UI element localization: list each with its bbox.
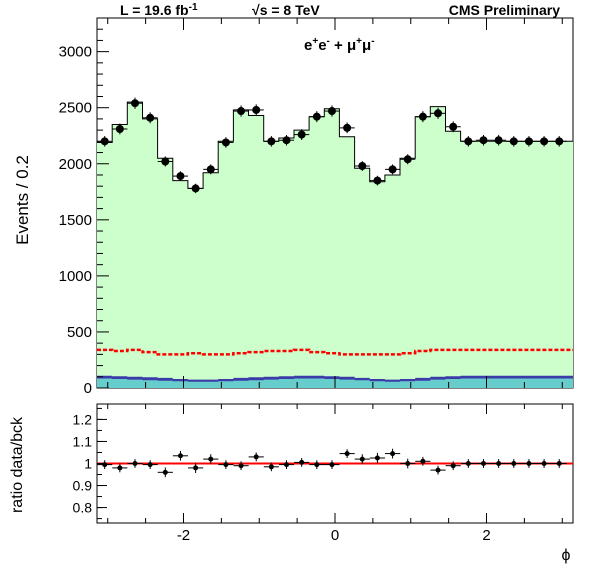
data-point [555, 137, 564, 146]
data-point [524, 137, 533, 146]
ratio-point [496, 461, 502, 466]
data-point [479, 136, 488, 145]
main-panel: 0 500 1000 1500 2000 2500 3000 Events / 0.2 L … [13, 2, 574, 397]
background-outline-green [97, 101, 573, 189]
ratio-point [390, 451, 396, 457]
ratio-point [238, 463, 244, 469]
ratio-point [435, 467, 441, 473]
data-point [403, 155, 412, 164]
y-tick-label: 1500 [59, 212, 92, 229]
ratio-point [541, 461, 547, 466]
ratio-point [208, 456, 214, 462]
data-point [297, 130, 306, 139]
ratio-point [556, 461, 562, 466]
x-tick-label: -2 [177, 527, 190, 544]
data-point [509, 137, 518, 146]
ratio-point [405, 461, 411, 466]
ratio-y-tick-label: 1 [84, 456, 92, 472]
data-point [540, 137, 549, 146]
experiment-label: CMS Preliminary [449, 2, 560, 18]
data-point [206, 165, 215, 174]
data-point [131, 99, 139, 108]
main-data-points [97, 97, 567, 194]
ratio-point [253, 454, 259, 460]
luminosity-label: L = 19.6 fb-1 [120, 2, 198, 18]
ratio-point [223, 462, 229, 468]
data-point [343, 123, 352, 132]
y-tick-label: 3000 [59, 44, 92, 61]
ratio-y-tick-label: 0.8 [73, 500, 93, 516]
data-point [358, 162, 367, 170]
x-tick-label: 0 [331, 527, 339, 544]
data-point [312, 112, 321, 121]
ratio-axes: 0.8 0.9 1 1.1 1.2 -2 0 2 [73, 404, 563, 544]
ratio-point [329, 462, 335, 468]
ratio-data-points [97, 448, 567, 478]
data-point [282, 136, 291, 145]
ratio-point [268, 464, 274, 470]
main-axes: 0 500 1000 1500 2000 2500 3000 [59, 18, 563, 397]
data-point [237, 107, 246, 116]
ratio-point [420, 458, 426, 464]
ratio-point [299, 459, 305, 465]
ratio-y-tick-label: 1.1 [73, 433, 93, 449]
data-point [176, 172, 185, 181]
data-point [373, 176, 382, 185]
main-series-layer [97, 101, 573, 388]
ratio-point [193, 465, 199, 471]
ratio-point [132, 461, 138, 466]
ratio-point [465, 461, 471, 466]
ratio-panel: 0.8 0.9 1 1.1 1.2 -2 0 2 ratio data/bck ϕ [9, 403, 574, 564]
data-point [434, 109, 443, 118]
data-point [418, 112, 427, 121]
ratio-y-axis-label: ratio data/bck [9, 416, 26, 513]
ratio-point [359, 456, 365, 462]
x-axis-label: ϕ [562, 547, 571, 564]
y-tick-label: 2500 [59, 100, 92, 117]
data-point [191, 184, 200, 193]
data-point [161, 157, 170, 166]
data-point [388, 165, 397, 174]
x-tick-label: 2 [482, 527, 490, 544]
data-point [146, 113, 155, 122]
ratio-point [117, 465, 123, 471]
ratio-point [284, 462, 290, 468]
ratio-point [374, 455, 380, 461]
y-tick-label: 1000 [59, 268, 92, 285]
ratio-point [480, 461, 486, 466]
data-point [464, 137, 473, 146]
data-point [221, 138, 230, 147]
ratio-y-tick-label: 0.9 [73, 478, 93, 494]
ratio-point [162, 469, 168, 475]
ratio-y-tick-label: 1.2 [73, 411, 93, 427]
background-line-red-dashed [97, 348, 573, 356]
y-tick-label: 500 [67, 324, 92, 341]
ratio-point [344, 451, 350, 457]
ratio-point [102, 462, 108, 468]
ratio-point [526, 461, 532, 466]
ratio-point [147, 462, 153, 468]
y-axis-label: Events / 0.2 [13, 155, 32, 245]
data-point [252, 105, 261, 114]
y-tick-label: 0 [84, 380, 92, 397]
channel-label: e+e- + μ+μ- [304, 36, 375, 54]
ratio-point [314, 462, 320, 468]
y-tick-label: 2000 [59, 156, 92, 173]
ratio-point [450, 463, 456, 469]
energy-label: √s = 8 TeV [252, 2, 320, 18]
data-point [115, 125, 124, 133]
background-fill-green [97, 102, 573, 388]
data-point [494, 136, 503, 145]
data-point [100, 137, 109, 146]
ratio-point [177, 453, 183, 459]
data-point [449, 122, 458, 131]
ratio-point [511, 461, 517, 466]
data-point [327, 107, 336, 116]
data-point [267, 137, 276, 146]
